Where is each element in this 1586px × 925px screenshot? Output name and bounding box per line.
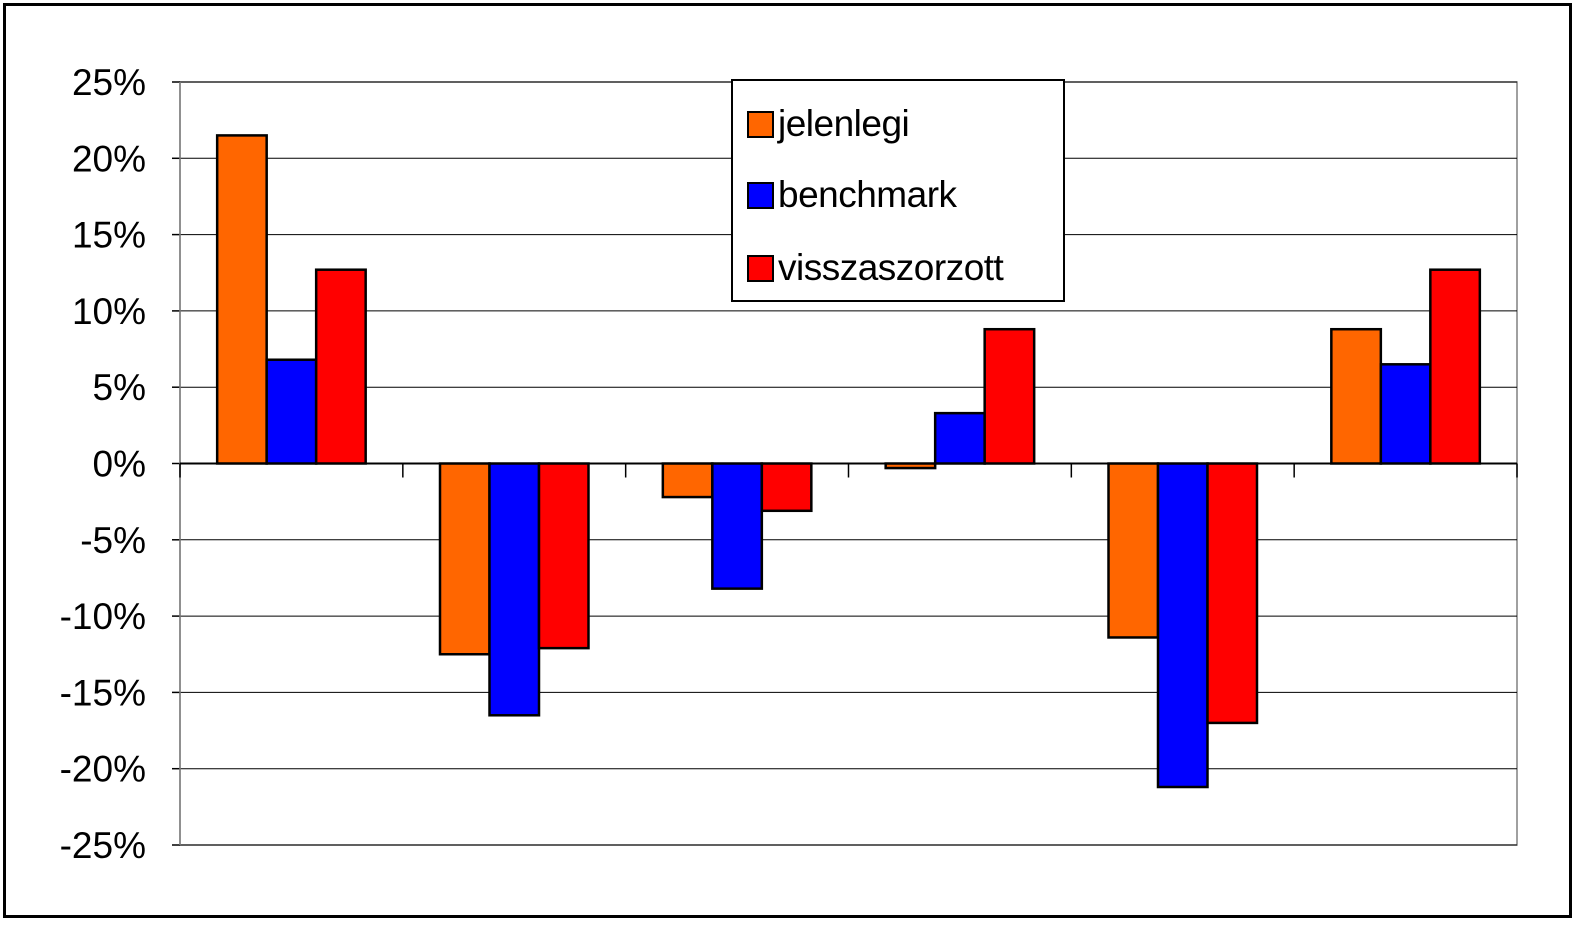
legend-item-benchmark: benchmark xyxy=(747,174,957,215)
y-tick-label: -15% xyxy=(60,672,146,713)
bar-visszaszorzott xyxy=(314,268,367,465)
bar-benchmark xyxy=(933,411,986,465)
bar-jelenlegi xyxy=(1330,327,1383,465)
legend-label-visszaszorzott: visszaszorzott xyxy=(778,247,1004,288)
bar-visszaszorzott xyxy=(983,327,1036,465)
bars-group xyxy=(215,134,1482,789)
legend-label-jelenlegi: jelenlegi xyxy=(778,103,910,144)
axes-group xyxy=(172,81,1518,846)
bar-jelenlegi xyxy=(1107,462,1160,639)
bar-jelenlegi xyxy=(215,134,268,465)
y-tick-label: -5% xyxy=(80,520,146,561)
y-tick-label: 20% xyxy=(72,138,146,179)
bar-benchmark xyxy=(265,358,318,465)
bar-visszaszorzott xyxy=(1429,268,1482,465)
y-tick-label: 5% xyxy=(93,367,146,408)
bar-jelenlegi xyxy=(661,462,714,499)
legend-label-benchmark: benchmark xyxy=(778,174,957,215)
bar-benchmark xyxy=(488,462,541,717)
bar-benchmark xyxy=(1156,462,1209,789)
legend: jelenlegi benchmark visszaszorzott xyxy=(731,79,1065,302)
bar-benchmark xyxy=(711,462,764,590)
legend-item-visszaszorzott: visszaszorzott xyxy=(747,247,1004,288)
y-tick-label: 10% xyxy=(72,291,146,332)
y-tick-labels: 25% 20% 15% 10% 5% 0% -5% -10% -15% -20% -25% xyxy=(60,62,146,866)
legend-swatch-benchmark xyxy=(747,181,774,209)
legend-item-jelenlegi: jelenlegi xyxy=(747,103,910,144)
bar-jelenlegi xyxy=(438,462,491,656)
y-tick-label: -20% xyxy=(60,749,146,790)
bar-benchmark xyxy=(1379,363,1432,465)
y-tick-label: 15% xyxy=(72,215,146,256)
bar-visszaszorzott xyxy=(537,462,590,650)
y-tick-label: 0% xyxy=(93,444,146,485)
bar-visszaszorzott xyxy=(760,462,813,513)
y-tick-label: -25% xyxy=(60,825,146,866)
y-tick-label: -10% xyxy=(60,596,146,637)
legend-swatch-jelenlegi xyxy=(747,110,774,138)
y-tick-label: 25% xyxy=(72,62,146,103)
bar-visszaszorzott xyxy=(1206,462,1259,725)
legend-swatch-visszaszorzott xyxy=(747,254,774,282)
